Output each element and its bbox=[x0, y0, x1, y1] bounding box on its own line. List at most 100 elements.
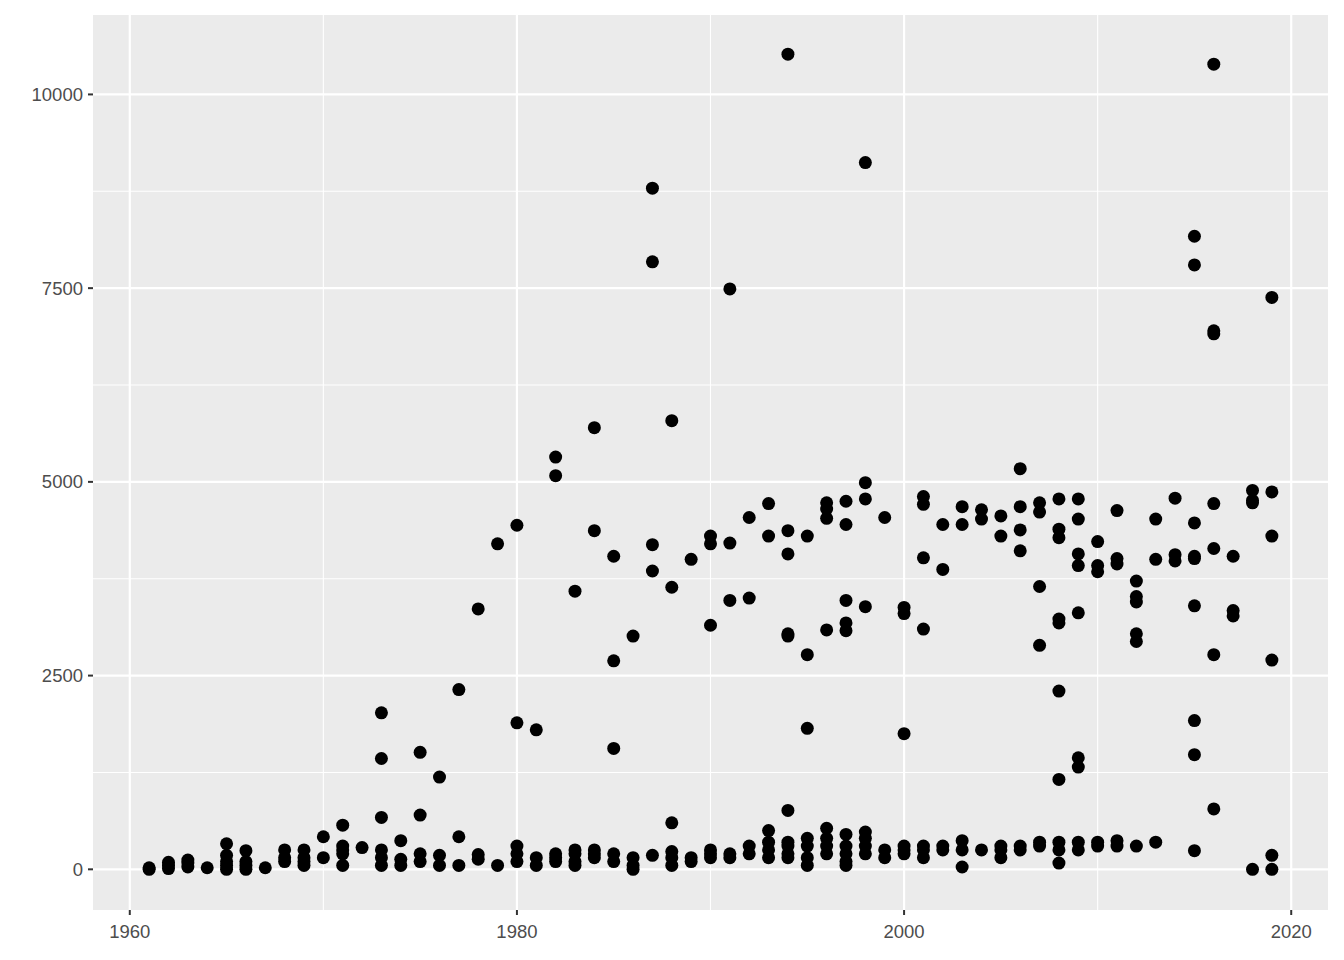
scatter-point bbox=[588, 524, 601, 537]
scatter-point bbox=[820, 496, 833, 509]
scatter-point bbox=[1188, 844, 1201, 857]
scatter-point bbox=[414, 847, 427, 860]
chart-container: 0250050007500100001960198020002020 bbox=[0, 0, 1344, 960]
scatter-point bbox=[917, 551, 930, 564]
scatter-point bbox=[297, 843, 310, 856]
scatter-point bbox=[723, 537, 736, 550]
scatter-point bbox=[685, 553, 698, 566]
scatter-point bbox=[801, 722, 814, 735]
scatter-point bbox=[1014, 462, 1027, 475]
scatter-point bbox=[762, 824, 775, 837]
scatter-point bbox=[549, 469, 562, 482]
scatter-point bbox=[665, 816, 678, 829]
scatter-point bbox=[1265, 530, 1278, 543]
scatter-point bbox=[1072, 606, 1085, 619]
scatter-point bbox=[801, 832, 814, 845]
major-grid-line bbox=[93, 674, 1328, 676]
scatter-point bbox=[1149, 553, 1162, 566]
scatter-point bbox=[1130, 590, 1143, 603]
scatter-point bbox=[607, 654, 620, 667]
scatter-point bbox=[1130, 627, 1143, 640]
major-grid-line bbox=[93, 93, 1328, 95]
scatter-point bbox=[549, 847, 562, 860]
scatter-point bbox=[220, 849, 233, 862]
scatter-point bbox=[898, 601, 911, 614]
scatter-point bbox=[1169, 492, 1182, 505]
scatter-point bbox=[472, 848, 485, 861]
scatter-point bbox=[1033, 836, 1046, 849]
scatter-point bbox=[1246, 863, 1259, 876]
scatter-point bbox=[975, 503, 988, 516]
scatter-point bbox=[356, 841, 369, 854]
scatter-point bbox=[936, 563, 949, 576]
scatter-point bbox=[1265, 291, 1278, 304]
scatter-point bbox=[762, 836, 775, 849]
scatter-point bbox=[743, 840, 756, 853]
major-grid-line bbox=[129, 15, 131, 910]
scatter-point bbox=[627, 630, 640, 643]
scatter-point bbox=[801, 851, 814, 864]
scatter-point bbox=[859, 600, 872, 613]
major-grid-line bbox=[1290, 15, 1292, 910]
scatter-point bbox=[1014, 544, 1027, 557]
scatter-point bbox=[472, 602, 485, 615]
x-tick bbox=[1290, 910, 1292, 915]
scatter-point bbox=[840, 828, 853, 841]
y-tick bbox=[88, 481, 93, 483]
y-tick-label: 5000 bbox=[42, 471, 83, 492]
scatter-point bbox=[1091, 535, 1104, 548]
scatter-point bbox=[956, 500, 969, 513]
major-grid-line bbox=[93, 481, 1328, 483]
scatter-point bbox=[1052, 836, 1065, 849]
scatter-point bbox=[840, 840, 853, 853]
plot-panel bbox=[93, 15, 1328, 910]
scatter-point bbox=[336, 859, 349, 872]
scatter-point bbox=[1052, 492, 1065, 505]
scatter-point bbox=[1052, 523, 1065, 536]
x-tick-label: 2020 bbox=[1271, 921, 1312, 942]
scatter-point bbox=[375, 843, 388, 856]
scatter-point bbox=[317, 851, 330, 864]
scatter-point bbox=[781, 627, 794, 640]
scatter-point bbox=[1265, 863, 1278, 876]
scatter-point bbox=[394, 853, 407, 866]
scatter-point bbox=[1188, 714, 1201, 727]
scatter-point bbox=[762, 497, 775, 510]
scatter-point bbox=[781, 48, 794, 61]
scatter-point bbox=[781, 547, 794, 560]
scatter-point bbox=[1149, 836, 1162, 849]
scatter-point bbox=[1072, 559, 1085, 572]
scatter-point bbox=[1111, 834, 1124, 847]
scatter-point bbox=[568, 585, 581, 598]
scatter-point bbox=[723, 594, 736, 607]
scatter-point bbox=[1052, 773, 1065, 786]
scatter-point bbox=[665, 845, 678, 858]
scatter-point bbox=[239, 844, 252, 857]
scatter-point bbox=[704, 530, 717, 543]
scatter-point bbox=[743, 592, 756, 605]
x-tick-label: 2000 bbox=[883, 921, 924, 942]
scatter-point bbox=[685, 851, 698, 864]
scatter-point bbox=[840, 594, 853, 607]
scatter-point bbox=[394, 834, 407, 847]
scatter-point bbox=[491, 859, 504, 872]
x-tick bbox=[903, 910, 905, 915]
scatter-point bbox=[646, 182, 659, 195]
scatter-point bbox=[1207, 542, 1220, 555]
scatter-point bbox=[530, 851, 543, 864]
scatter-point bbox=[1033, 580, 1046, 593]
scatter-point bbox=[994, 840, 1007, 853]
scatter-point bbox=[1091, 836, 1104, 849]
scatter-point bbox=[743, 511, 756, 524]
scatter-point bbox=[452, 859, 465, 872]
scatter-point bbox=[878, 843, 891, 856]
scatter-point bbox=[510, 840, 523, 853]
scatter-point bbox=[1265, 654, 1278, 667]
y-tick-label: 2500 bbox=[42, 665, 83, 686]
scatter-point bbox=[1033, 496, 1046, 509]
scatter-point bbox=[1207, 802, 1220, 815]
scatter-point bbox=[1014, 840, 1027, 853]
scatter-point bbox=[1246, 484, 1259, 497]
y-tick bbox=[88, 675, 93, 677]
scatter-point bbox=[452, 683, 465, 696]
